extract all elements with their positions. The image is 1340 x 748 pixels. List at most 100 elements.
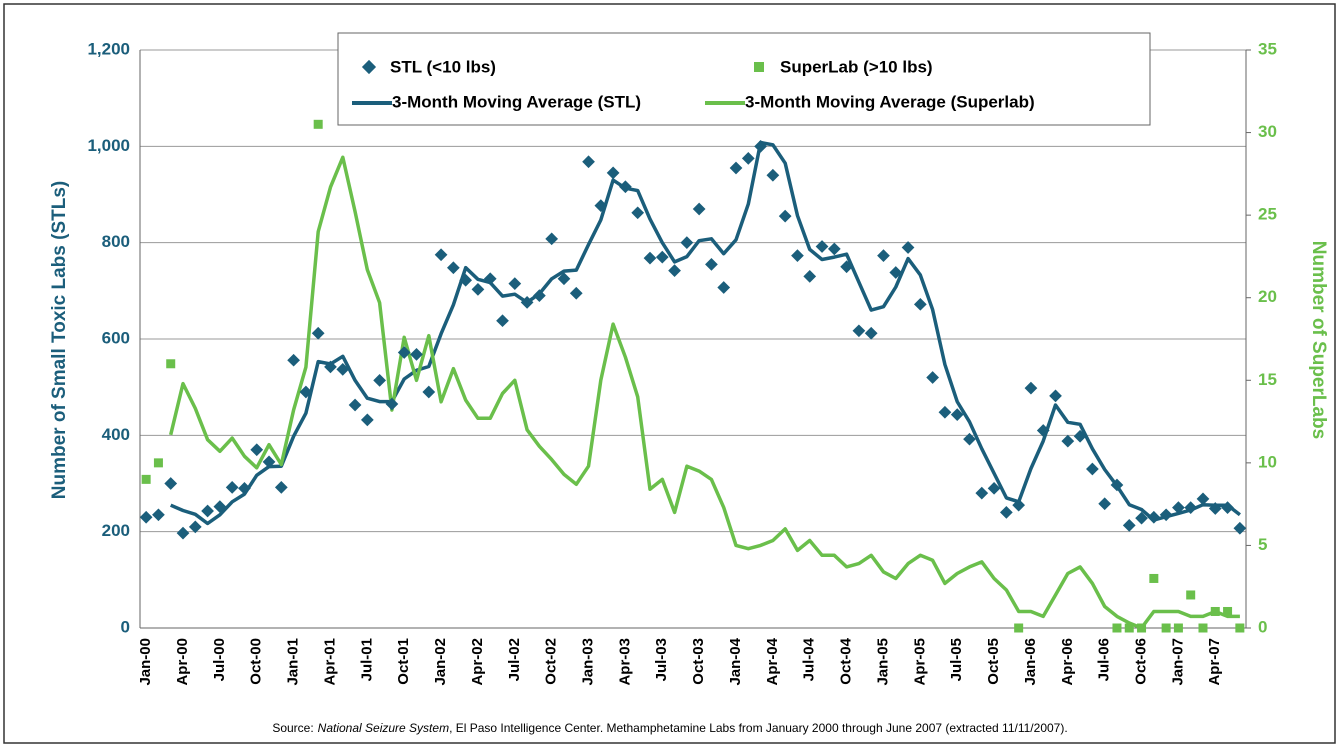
y2-tick-label: 5 [1258,535,1267,554]
x-tick-label: Apr-00 [174,638,191,686]
x-tick-label: Jul-03 [653,638,670,681]
legend-label: SuperLab (>10 lbs) [780,57,933,76]
x-tick-label: Oct-02 [543,638,560,685]
x-tick-label: Oct-01 [395,638,412,685]
y2-tick-label: 20 [1258,287,1277,306]
data-point [152,508,165,522]
x-tick-label: Apr-06 [1059,638,1076,686]
data-point [483,272,497,286]
x-tick-label: Jul-06 [1096,638,1113,681]
legend-label: 3-Month Moving Average (Superlab) [745,92,1035,111]
x-tick-label: Jul-04 [801,637,818,681]
data-point [373,374,386,387]
source-title: National Seizure System [318,721,449,735]
x-tick-label: Apr-02 [469,638,486,686]
data-point [643,251,657,265]
x-tick-label: Jul-02 [506,638,523,681]
x-tick-label: Jan-04 [727,637,744,685]
data-point [410,348,423,361]
data-point [164,477,178,490]
x-tick-label: Oct-06 [1133,638,1150,685]
y2-tick-label: 0 [1258,617,1267,636]
data-point [313,119,323,129]
source-rest: , El Paso Intelligence Center. Methamphe… [449,721,1068,735]
data-point [1137,623,1147,633]
data-point [1014,623,1024,633]
data-point [385,397,399,411]
y2-tick-label: 10 [1258,452,1277,471]
data-point [324,360,337,374]
x-tick-label: Apr-04 [764,637,781,685]
x-tick-label: Jan-02 [432,638,449,686]
data-point [250,443,264,457]
data-point [1235,623,1245,633]
data-point [1186,590,1196,600]
data-point [1161,623,1171,633]
data-point [213,500,227,513]
y2-tick-label: 35 [1258,39,1277,58]
data-point [238,481,251,495]
x-tick-label: Oct-00 [248,638,265,685]
data-point [496,314,509,328]
data-point [348,398,362,412]
y-tick-label: 400 [102,425,130,444]
x-tick-label: Oct-04 [838,637,855,684]
y-tick-label: 0 [121,617,130,636]
data-point [287,353,300,367]
x-tick-label: Jan-01 [285,638,302,686]
data-point [299,385,313,399]
data-point [201,504,214,518]
y2-tick-label: 30 [1258,122,1277,141]
y-tick-label: 600 [102,328,130,347]
frame [3,3,1336,744]
data-point [471,283,485,296]
data-point [422,385,436,399]
legend-box [337,32,1151,126]
source-note: Source: National Seizure System, El Paso … [272,721,1067,735]
x-tick-label: Apr-03 [616,638,633,686]
y-tick-label: 200 [102,521,130,540]
y2-tick-label: 25 [1258,205,1277,224]
data-point [360,413,374,427]
data-point [459,273,473,287]
data-point [1149,573,1159,583]
data-point [262,455,276,469]
data-point [1124,623,1134,633]
data-point [336,362,350,376]
x-tick-label: Apr-05 [911,638,928,686]
legend-label: 3-Month Moving Average (STL) [392,92,641,111]
data-point [166,359,176,369]
y-axis-label: Number of Small Toxic Labs (STLs) [49,181,70,499]
data-point [311,326,325,340]
data-point [1000,506,1013,519]
legend-symbol [361,59,377,75]
y2-tick-label: 15 [1258,370,1277,389]
y-tick-label: 800 [102,232,130,251]
data-point [1173,623,1183,633]
data-point [447,261,460,275]
x-tick-label: Jan-06 [1022,638,1039,686]
data-point [1159,508,1173,522]
data-point [1198,623,1208,633]
x-tick-label: Jan-07 [1169,638,1186,686]
data-point [153,458,163,468]
data-point [1112,623,1122,633]
x-tick-label: Oct-05 [985,638,1002,685]
data-point [141,474,151,484]
x-tick-label: Oct-03 [690,638,707,685]
moving-average-line [168,155,1240,630]
x-tick-label: Jan-00 [137,638,154,686]
data-point [1223,606,1233,616]
y2-axis-label: Number of SuperLabs [1308,241,1329,439]
x-tick-label: Jul-00 [211,638,228,681]
x-tick-label: Jul-01 [358,638,375,681]
legend-symbol [754,62,764,72]
x-tick-label: Apr-07 [1206,638,1223,686]
x-tick-label: Jan-03 [580,638,597,686]
legend: STL (<10 lbs) SuperLab (>10 lbs) 3-Month… [337,32,1151,126]
y-tick-label: 1,000 [87,136,130,155]
data-point [274,480,288,494]
y-tick-label: 1,200 [87,39,130,58]
x-tick-label: Jul-05 [948,638,965,681]
